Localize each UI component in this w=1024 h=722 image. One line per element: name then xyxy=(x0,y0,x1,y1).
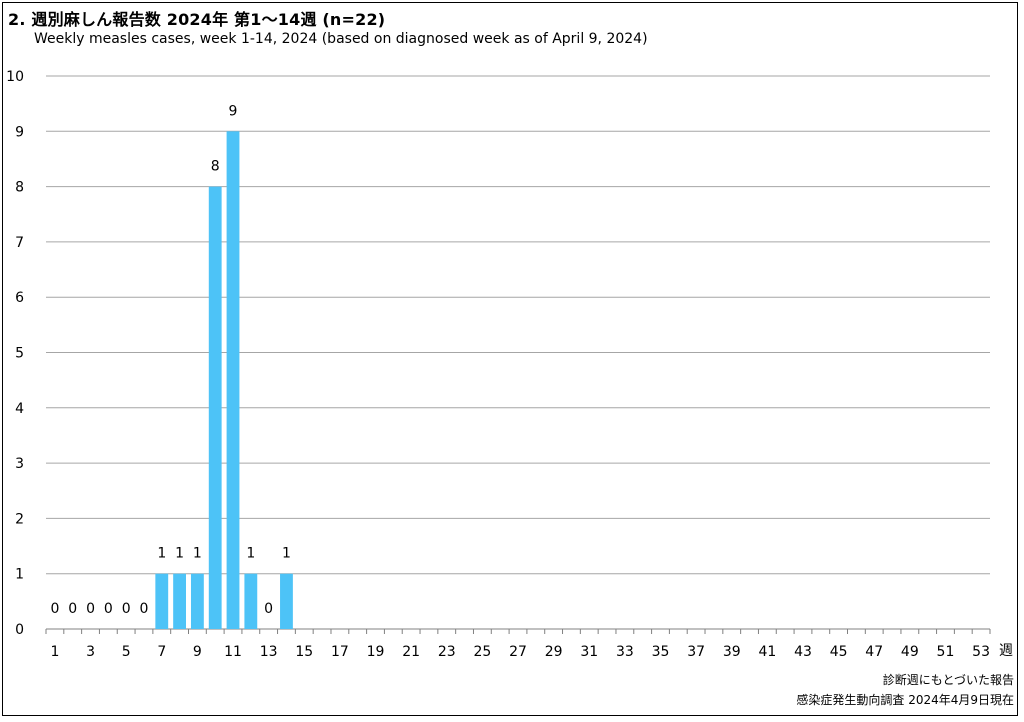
y-tick-label: 10 xyxy=(6,69,24,85)
data-label: 0 xyxy=(86,601,95,617)
x-tick-label: 25 xyxy=(473,644,491,660)
x-tick-label: 17 xyxy=(331,644,349,660)
data-label: 0 xyxy=(122,601,131,617)
data-label: 1 xyxy=(246,546,255,562)
x-tick-label: 53 xyxy=(972,644,990,660)
x-tick-label: 39 xyxy=(723,644,741,660)
x-tick-label: 1 xyxy=(50,644,59,660)
x-tick-label: 13 xyxy=(260,644,278,660)
data-label: 0 xyxy=(104,601,113,617)
data-label: 0 xyxy=(50,601,59,617)
data-label: 1 xyxy=(157,546,166,562)
data-label: 1 xyxy=(175,546,184,562)
x-tick-label: 5 xyxy=(122,644,131,660)
data-label: 1 xyxy=(193,546,202,562)
y-tick-label: 9 xyxy=(15,124,24,140)
y-tick-label: 6 xyxy=(15,290,24,306)
x-tick-label: 49 xyxy=(901,644,919,660)
bar xyxy=(155,573,169,629)
bar xyxy=(280,573,293,629)
x-tick-label: 35 xyxy=(652,644,670,660)
bar xyxy=(208,186,222,629)
chart-title: 2. 週別麻しん報告数 2024年 第1〜14週 (n=22) xyxy=(8,10,386,29)
footnote-diagnosis-basis: 診断週にもとづいた報告 xyxy=(882,673,1014,687)
bar xyxy=(190,573,204,629)
data-label: 8 xyxy=(211,159,220,175)
y-tick-label: 5 xyxy=(15,346,24,362)
data-label: 1 xyxy=(282,546,291,562)
bar xyxy=(226,131,240,630)
chart-subtitle: Weekly measles cases, week 1-14, 2024 (b… xyxy=(34,31,648,47)
data-label: 0 xyxy=(140,601,149,617)
y-tick-label: 3 xyxy=(15,456,24,472)
x-tick-label: 11 xyxy=(224,644,242,660)
x-tick-label: 41 xyxy=(758,644,776,660)
x-tick-label: 37 xyxy=(687,644,705,660)
x-unit-label: 週 xyxy=(999,643,1013,659)
x-tick-label: 7 xyxy=(157,644,166,660)
x-tick-label: 29 xyxy=(545,644,563,660)
x-tick-label: 15 xyxy=(295,644,313,660)
y-tick-label: 7 xyxy=(15,235,24,251)
x-tick-label: 33 xyxy=(616,644,634,660)
x-tick-label: 27 xyxy=(509,644,527,660)
x-tick-label: 31 xyxy=(580,644,598,660)
x-tick-label: 23 xyxy=(438,644,456,660)
footnote-source: 感染症発生動向調査 2024年4月9日現在 xyxy=(796,693,1014,707)
x-tick-label: 51 xyxy=(937,644,955,660)
y-tick-label: 0 xyxy=(15,622,24,638)
y-tick-label: 2 xyxy=(15,511,24,527)
data-label: 0 xyxy=(68,601,77,617)
x-tick-label: 43 xyxy=(794,644,812,660)
x-tick-label: 21 xyxy=(402,644,420,660)
x-tick-label: 47 xyxy=(865,644,883,660)
data-label: 0 xyxy=(264,601,273,617)
x-tick-label: 19 xyxy=(367,644,385,660)
y-tick-label: 1 xyxy=(15,567,24,583)
bar xyxy=(244,573,258,629)
x-tick-label: 3 xyxy=(86,644,95,660)
y-tick-label: 4 xyxy=(15,401,24,417)
bar xyxy=(173,573,186,629)
y-tick-label: 8 xyxy=(15,180,24,196)
x-tick-label: 45 xyxy=(830,644,848,660)
data-label: 9 xyxy=(229,103,238,119)
x-tick-label: 9 xyxy=(193,644,202,660)
